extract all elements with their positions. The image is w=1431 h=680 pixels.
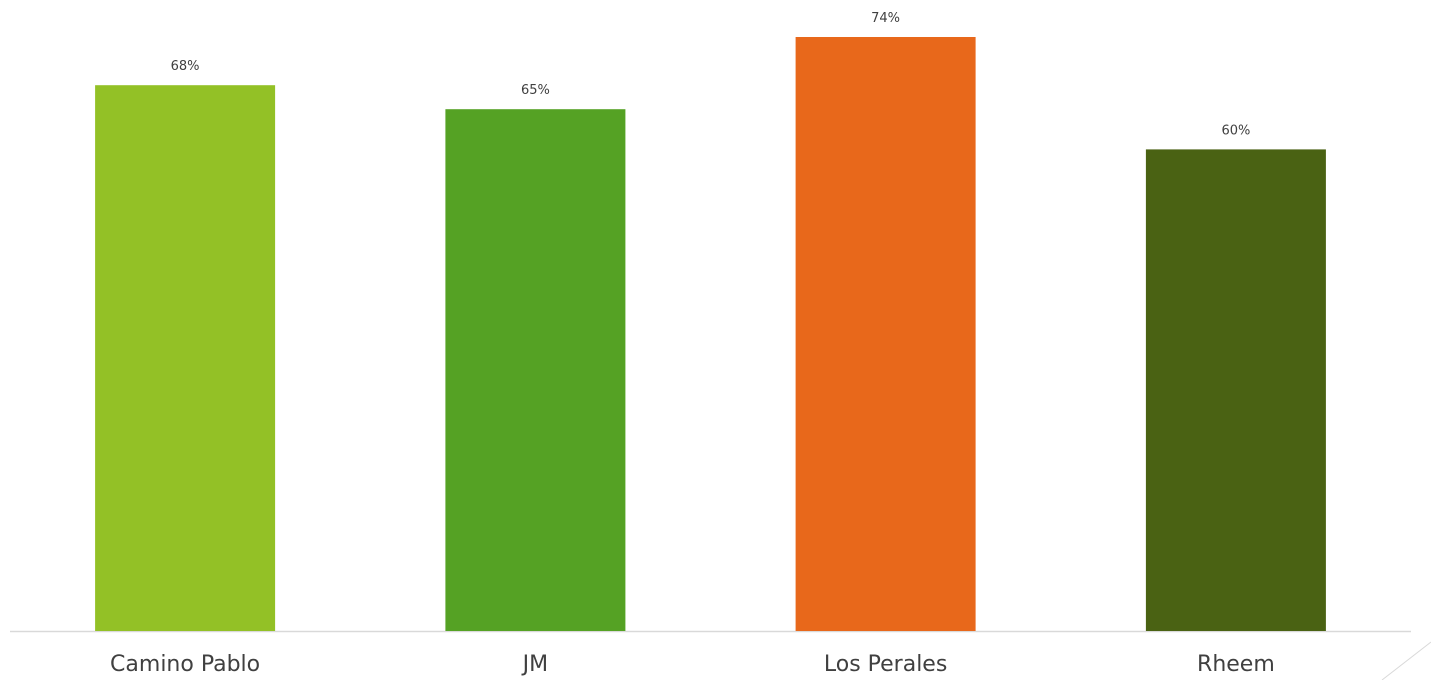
- data-label: 68%: [171, 59, 200, 74]
- bars-group: [95, 37, 1326, 631]
- x-tick-label: Rheem: [1197, 652, 1275, 677]
- x-axis-tick-labels: Camino Pablo JM Los Perales Rheem: [110, 652, 1275, 677]
- bar-rheem: [1145, 149, 1326, 631]
- data-label: 60%: [1221, 123, 1250, 138]
- bar-camino-pablo: [95, 85, 276, 631]
- data-labels-group: 68% 65% 74% 60%: [171, 11, 1251, 138]
- bar-jm: [445, 109, 626, 631]
- bar-los-perales: [795, 37, 976, 631]
- data-label: 74%: [871, 11, 900, 26]
- data-label: 65%: [521, 83, 550, 98]
- x-tick-label: JM: [521, 652, 548, 677]
- slide-corner-decoration: [1381, 641, 1431, 680]
- x-tick-label: Los Perales: [824, 652, 947, 677]
- x-tick-label: Camino Pablo: [110, 652, 260, 677]
